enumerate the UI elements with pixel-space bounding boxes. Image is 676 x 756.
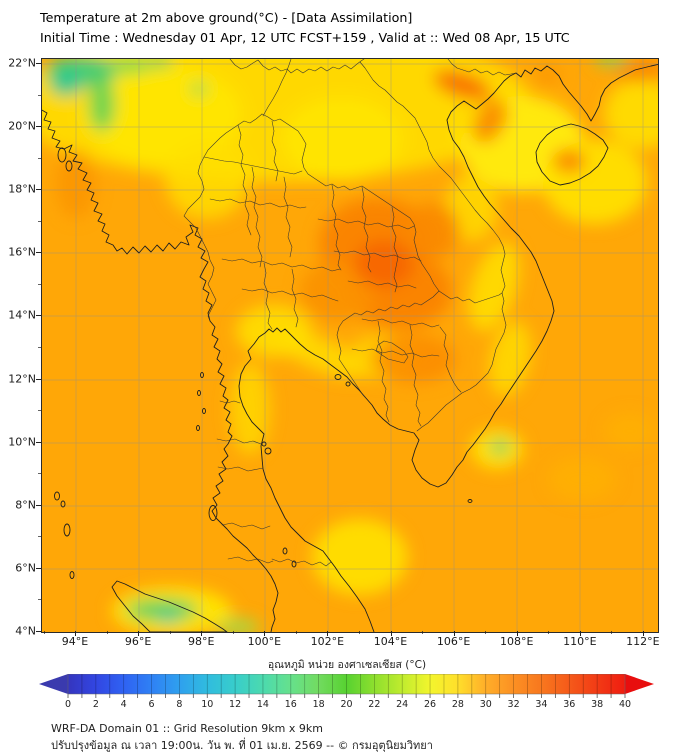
lon-minor-tick <box>106 631 108 634</box>
lat-tick-label: 14°N <box>8 308 36 322</box>
lat-tick-label: 12°N <box>8 372 36 385</box>
lat-minor-tick <box>38 410 41 412</box>
lat-minor-tick <box>38 536 41 538</box>
colorbar <box>37 673 657 699</box>
colorbar-right-arrow <box>625 674 654 694</box>
lon-tick-label: 108°E <box>499 635 534 648</box>
title-block: Temperature at 2m above ground(°C) - [Da… <box>40 8 570 47</box>
colorbar-tick-label: 16 <box>284 699 297 710</box>
lon-tick-mark <box>390 631 392 636</box>
lat-tick-mark <box>36 567 41 569</box>
lat-tick-label: 8°N <box>15 498 36 512</box>
footer-block: WRF-DA Domain 01 :: Grid Resolution 9km … <box>51 720 433 754</box>
colorbar-tick-label: 32 <box>507 699 520 710</box>
map-canvas <box>42 59 658 632</box>
lon-tick-mark <box>264 631 266 636</box>
colorbar-tick-label: 14 <box>256 699 269 710</box>
lat-tick-label: 4°N <box>15 624 36 638</box>
lat-tick-label: 22°N <box>8 56 36 70</box>
colorbar-tick-label: 30 <box>479 699 492 710</box>
page-title: Temperature at 2m above ground(°C) - [Da… <box>40 10 413 25</box>
colorbar-tick-label: 18 <box>312 699 325 710</box>
lon-minor-tick <box>422 631 424 634</box>
footer-domain-info: WRF-DA Domain 01 :: Grid Resolution 9km … <box>51 722 323 735</box>
colorbar-tick-label: 12 <box>229 699 242 710</box>
lat-tick-mark <box>36 441 41 443</box>
lat-minor-tick <box>38 220 41 222</box>
lon-minor-tick <box>295 631 297 634</box>
footer-update-info: ปรับปรุงข้อมูล ณ เวลา 19:00น. วัน พ. ที่… <box>51 739 433 752</box>
lon-tick-mark <box>453 631 455 636</box>
lat-minor-tick <box>38 346 41 348</box>
lon-tick-label: 112°E <box>626 635 660 648</box>
colorbar-tick-label: 28 <box>451 699 464 710</box>
lat-minor-tick <box>38 157 41 159</box>
lat-tick-mark <box>36 189 41 191</box>
lon-tick-mark <box>201 631 203 636</box>
temperature-field-blobs <box>42 59 658 632</box>
lon-tick-mark <box>516 631 518 636</box>
lat-tick-label: 10°N <box>8 435 36 449</box>
lon-tick-mark <box>327 631 329 636</box>
lon-minor-tick <box>169 631 171 634</box>
lat-tick-label: 18°N <box>8 182 36 196</box>
colorbar-tick-label: 0 <box>64 699 72 710</box>
lat-tick-mark <box>36 315 41 317</box>
lon-tick-label: 94°E <box>61 635 89 648</box>
lon-tick-mark <box>138 631 140 636</box>
lat-tick-mark <box>36 252 41 254</box>
lon-tick-label: 102°E <box>310 635 345 648</box>
colorbar-tick-label: 2 <box>92 699 99 710</box>
map-plot <box>41 58 659 633</box>
lat-tick-mark <box>36 378 41 380</box>
lat-minor-tick <box>38 283 41 285</box>
lon-tick-label: 100°E <box>247 635 282 648</box>
lat-tick-mark <box>36 63 41 64</box>
colorbar-tick-label: 24 <box>396 699 409 710</box>
page-subtitle: Initial Time : Wednesday 01 Apr, 12 UTC … <box>40 29 570 45</box>
colorbar-tick-label: 20 <box>340 699 353 710</box>
lat-minor-tick <box>38 599 41 601</box>
borders <box>183 59 517 567</box>
colorbar-tick-label: 38 <box>591 699 604 710</box>
lon-minor-tick <box>43 631 45 634</box>
colorbar-tick-label: 34 <box>535 699 548 710</box>
lon-minor-tick <box>359 631 360 634</box>
lat-tick-mark <box>36 630 41 632</box>
lon-tick-label: 104°E <box>373 635 408 648</box>
colorbar-tick-label: 10 <box>201 699 214 710</box>
lon-tick-mark <box>642 631 644 636</box>
colorbar-tick-label: 6 <box>148 699 155 710</box>
colorbar-tick-label: 4 <box>120 699 127 710</box>
lon-tick-mark <box>75 631 76 636</box>
lat-tick-mark <box>36 504 41 506</box>
lon-minor-tick <box>485 631 487 634</box>
lon-tick-label: 98°E <box>187 635 215 648</box>
lat-minor-tick <box>38 94 41 96</box>
lat-tick-label: 6°N <box>15 561 36 575</box>
lon-tick-label: 96°E <box>124 635 152 648</box>
lon-tick-label: 106°E <box>436 635 471 648</box>
lon-tick-mark <box>579 631 581 636</box>
colorbar-scale <box>39 673 654 698</box>
colorbar-tick-labels: 0 2 4 6 8 10 12 14 16 18 20 22 24 26 28 30 32 34 36 38 40 <box>37 699 657 711</box>
lon-minor-tick <box>548 631 550 634</box>
colorbar-label: อุณหภูมิ หน่วย องศาเซลเซียส (°C) <box>267 659 427 671</box>
coastlines <box>42 63 658 632</box>
lat-minor-tick <box>38 473 41 475</box>
lon-tick-label: 110°E <box>563 635 597 648</box>
lon-minor-tick <box>232 631 234 634</box>
lat-tick-label: 16°N <box>8 245 36 259</box>
lon-minor-tick <box>611 631 613 634</box>
lat-tick-label: 20°N <box>8 119 36 133</box>
colorbar-tick-label: 36 <box>563 699 576 710</box>
colorbar-tick-label: 8 <box>176 699 183 710</box>
colorbar-tick-label: 22 <box>368 699 381 710</box>
colorbar-tick-label: 40 <box>618 699 632 710</box>
colorbar-left-arrow <box>39 674 68 694</box>
colorbar-tick-label: 26 <box>424 699 437 710</box>
lat-tick-mark <box>36 126 41 128</box>
